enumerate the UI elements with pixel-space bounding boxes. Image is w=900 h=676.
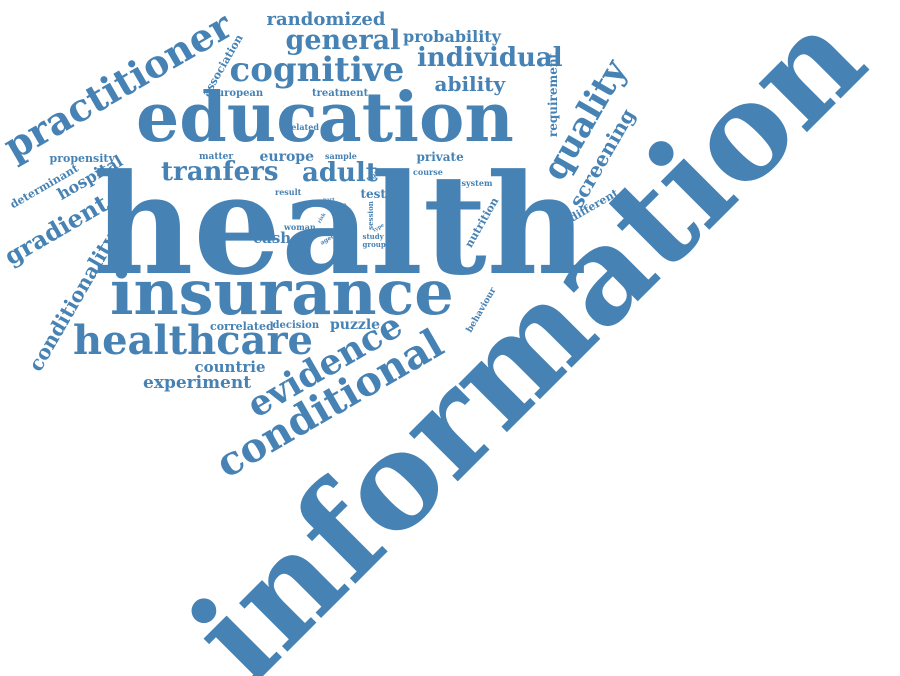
word-cash: cash xyxy=(253,228,292,247)
word-group: group xyxy=(362,239,386,249)
word-private: private xyxy=(416,150,464,164)
word-health: health xyxy=(93,143,588,306)
word-propensity: propensity xyxy=(49,151,115,165)
word-requirement: requirement xyxy=(546,52,561,138)
word-individual: individual xyxy=(417,43,563,73)
word-sample: sample xyxy=(325,151,357,161)
word-session: session xyxy=(365,200,375,230)
word-part: part xyxy=(323,196,335,203)
word-countrie: countrie xyxy=(194,357,266,376)
word-education: education xyxy=(136,78,514,158)
word-woman: woman xyxy=(284,222,316,232)
word-matter: matter xyxy=(199,151,234,162)
word-insurance: insurance xyxy=(110,256,454,329)
word-puzzle: puzzle xyxy=(330,317,381,333)
word-europe: europe xyxy=(259,149,315,165)
word-test: test xyxy=(360,187,386,201)
word-result: result xyxy=(275,187,302,197)
word-correlated: correlated xyxy=(210,319,274,333)
word-study: study xyxy=(362,231,384,241)
word-healthcare: healthcare xyxy=(73,317,313,364)
word-randomized: randomized xyxy=(266,9,386,30)
word-system: system xyxy=(461,178,493,188)
word-adult: adult xyxy=(302,158,378,188)
word-related: related xyxy=(287,122,319,132)
word-experiment: experiment xyxy=(143,372,252,393)
word-course: course xyxy=(413,167,443,177)
word-european: european xyxy=(210,88,264,99)
word-decision: decision xyxy=(272,320,320,331)
word-general: general xyxy=(285,24,401,56)
word-treatment: treatment xyxy=(312,88,369,99)
word-ability: ability xyxy=(434,72,506,96)
word-cognitive: cognitive xyxy=(229,50,405,90)
word-probability: probability xyxy=(403,27,501,46)
word-tranfers: tranfers xyxy=(161,157,279,187)
